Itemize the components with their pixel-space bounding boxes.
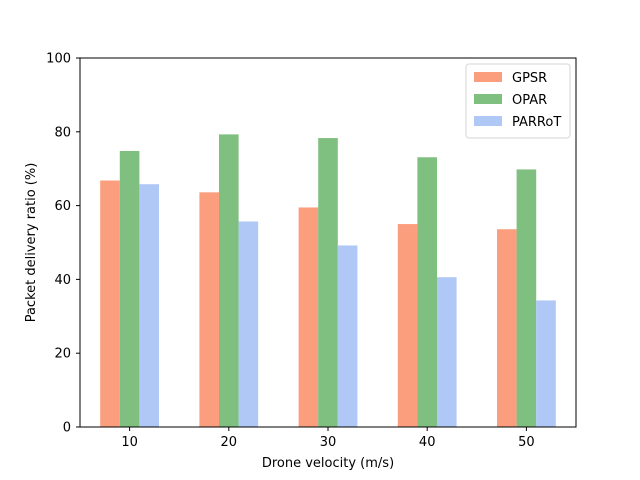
bar-opar-10 [119, 150, 140, 428]
y-axis: 0 20 40 60 80 100 [46, 52, 80, 436]
x-tick-label: 40 [419, 435, 436, 450]
y-tick-label: 0 [63, 421, 71, 436]
bar-opar-30 [318, 138, 338, 427]
bars-group [100, 134, 556, 428]
legend-swatch-parrot [474, 116, 502, 126]
bar-parrot-50 [536, 300, 556, 427]
y-axis-label: Packet delivery ratio (%) [24, 163, 39, 323]
legend: GPSR OPAR PARRoT [465, 63, 571, 139]
bar-gpsr-50 [497, 229, 517, 427]
x-tick-label: 50 [518, 435, 535, 450]
y-tick-label: 100 [46, 52, 71, 67]
legend-swatch-opar [474, 94, 502, 104]
x-axis-label: Drone velocity (m/s) [262, 456, 394, 471]
bar-parrot-20 [238, 221, 259, 427]
x-tick-label: 20 [221, 435, 238, 450]
bar-opar-50 [516, 169, 537, 427]
x-tick-label: 30 [320, 435, 337, 450]
bar-opar-40 [417, 157, 437, 427]
legend-label-opar: OPAR [512, 93, 547, 108]
x-tick-label: 10 [121, 435, 138, 450]
bar-parrot-30 [337, 245, 358, 427]
bar-gpsr-10 [100, 180, 120, 427]
legend-label-gpsr: GPSR [512, 71, 547, 86]
y-tick-label: 20 [54, 347, 71, 362]
bar-opar-20 [219, 134, 239, 427]
y-tick-label: 40 [54, 273, 71, 288]
bar-parrot-40 [437, 277, 457, 427]
y-tick-label: 80 [54, 125, 71, 140]
bar-gpsr-20 [199, 192, 219, 427]
bar-gpsr-30 [298, 207, 319, 427]
y-tick-label: 60 [54, 199, 71, 214]
legend-label-parrot: PARRoT [512, 115, 561, 130]
bar-parrot-10 [139, 184, 159, 427]
legend-swatch-gpsr [474, 72, 502, 82]
x-axis: 10 20 30 40 50 [121, 427, 535, 450]
bar-gpsr-40 [397, 224, 418, 427]
